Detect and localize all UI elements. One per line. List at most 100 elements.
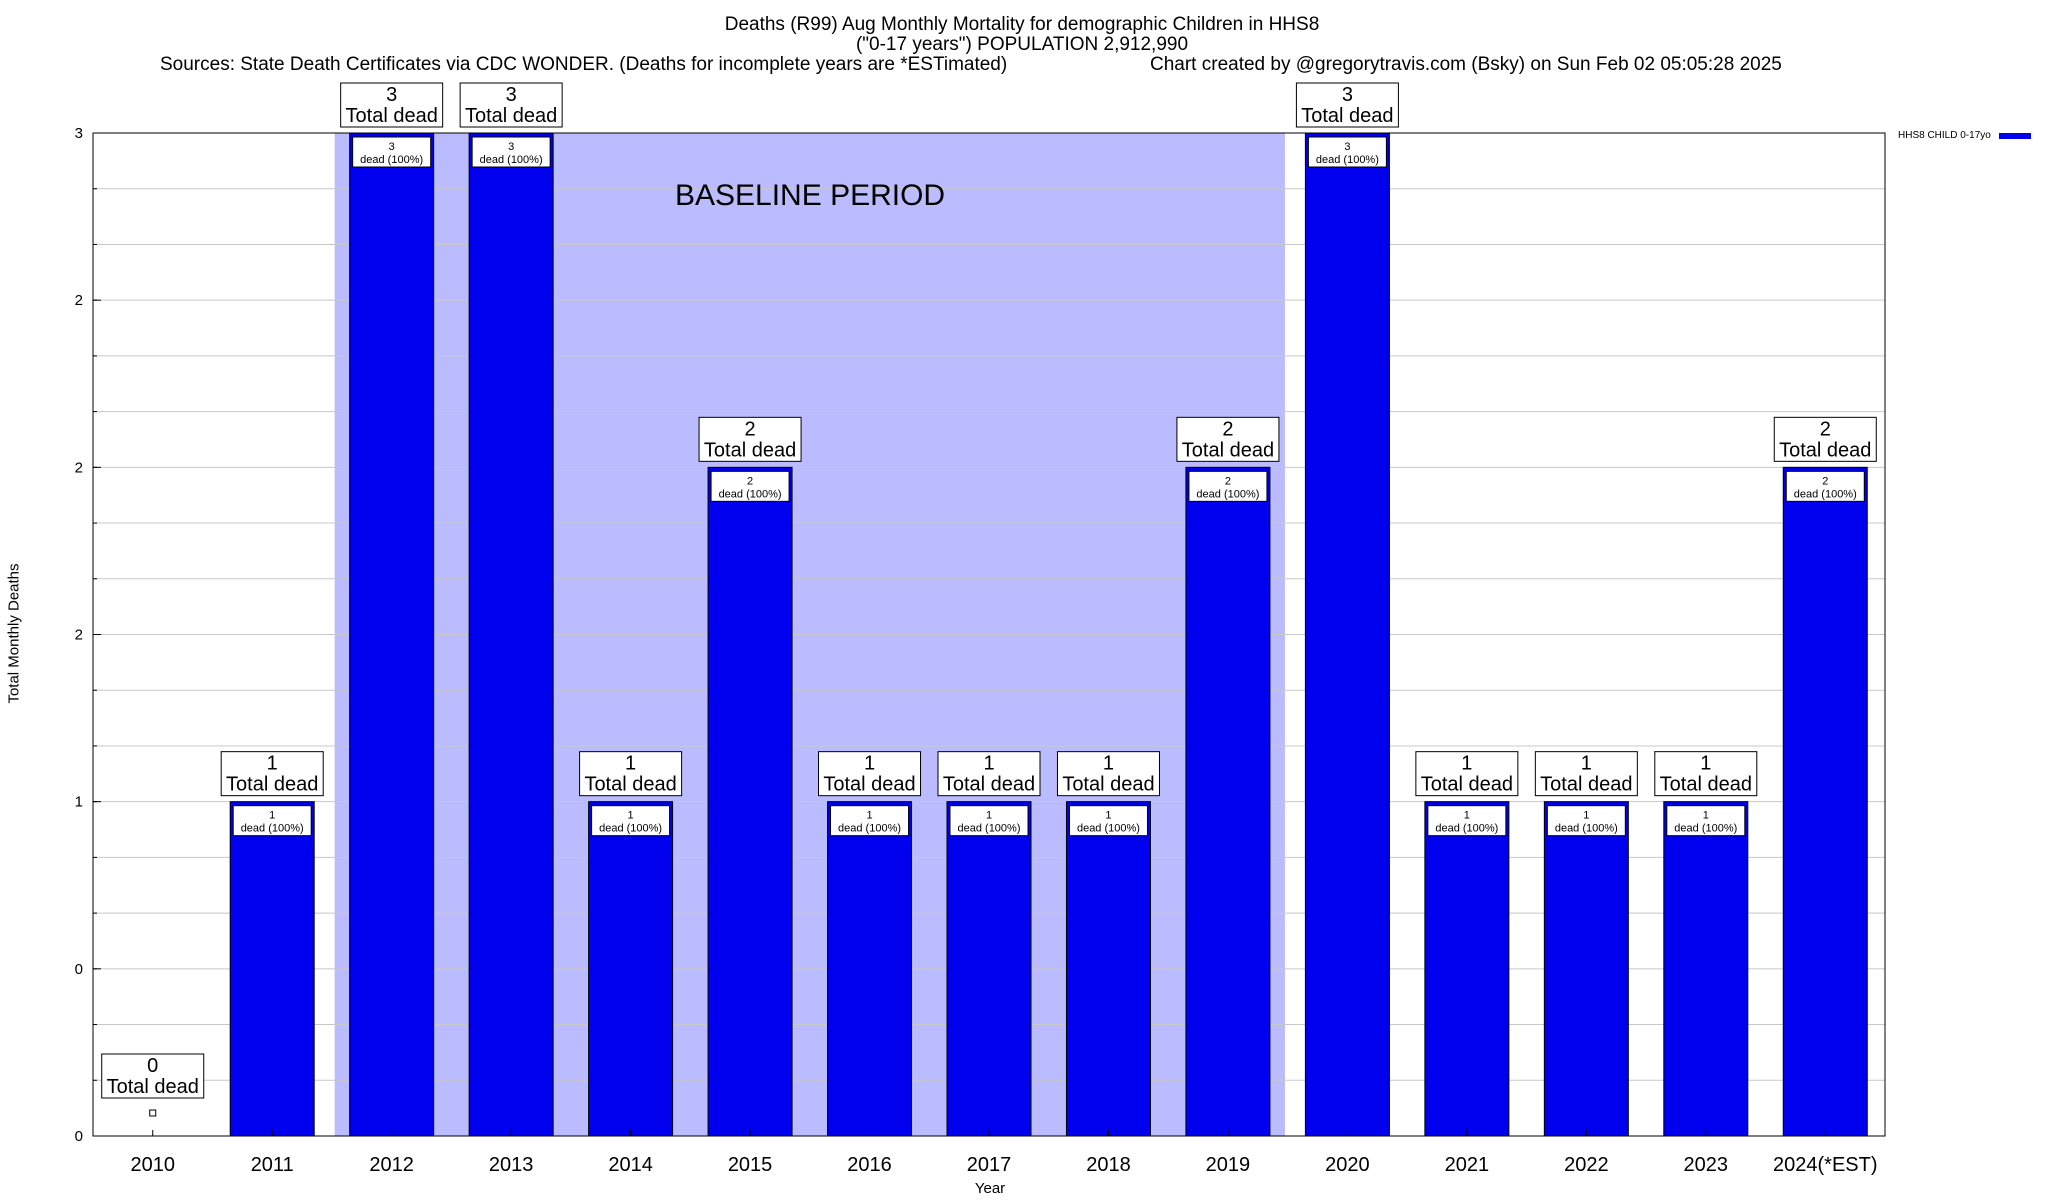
total-dead-label: Total dead: [1779, 439, 1871, 461]
y-tick-label: 2: [75, 459, 83, 476]
bar: [588, 801, 674, 1137]
bar: [1543, 801, 1629, 1137]
bar-label-box: [1666, 805, 1746, 837]
bar-percent-label: dead (100%): [719, 488, 782, 500]
y-tick-label: 0: [75, 1128, 83, 1145]
x-tick-label: 2011: [251, 1154, 294, 1176]
baseline-period-label: BASELINE PERIOD: [675, 179, 945, 212]
total-dead-value: 1: [267, 753, 278, 775]
bar-label-box: [352, 136, 432, 168]
x-tick-label: 2023: [1684, 1154, 1729, 1176]
bar-percent-label: dead (100%): [480, 154, 543, 166]
total-dead-label: Total dead: [107, 1076, 199, 1098]
chart-credit: Chart created by @gregorytravis.com (Bsk…: [1150, 54, 1782, 75]
legend: HHS8 CHILD 0-17yo: [1898, 130, 2031, 141]
bar-value-label: 1: [866, 810, 872, 822]
legend-label: HHS8 CHILD 0-17yo: [1898, 130, 1991, 141]
y-tick-label: 3: [75, 125, 83, 142]
total-dead-box: [1654, 751, 1758, 797]
total-dead-label: Total dead: [1301, 105, 1393, 127]
total-dead-box: [1056, 751, 1160, 797]
bar-label-box: [710, 470, 790, 502]
total-dead-value: 3: [506, 84, 517, 106]
bar: [946, 801, 1032, 1137]
bar: [229, 801, 315, 1137]
bar-label-box: [232, 805, 312, 837]
total-dead-box: [459, 82, 563, 128]
y-tick-label: 2: [75, 292, 83, 309]
chart-subtitle: ("0-17 years") POPULATION 2,912,990: [855, 34, 1189, 55]
total-dead-value: 2: [1820, 418, 1831, 440]
bar-label-box: [949, 805, 1029, 837]
total-dead-box: [579, 751, 683, 797]
total-dead-label: Total dead: [584, 774, 676, 796]
x-tick-label: 2024(*EST): [1773, 1154, 1878, 1176]
x-tick-label: 2022: [1564, 1154, 1609, 1176]
bar-value-label: 1: [1703, 810, 1709, 822]
bar-label-box: [830, 805, 910, 837]
x-tick-label: 2018: [1086, 1154, 1131, 1176]
bar-label-box: [591, 805, 671, 837]
x-tick-label: 2016: [847, 1154, 892, 1176]
bar-percent-label: dead (100%): [360, 154, 423, 166]
bar: [1782, 466, 1868, 1137]
total-dead-label: Total dead: [226, 774, 318, 796]
x-tick-label: 2015: [728, 1154, 773, 1176]
x-tick-label: 2020: [1325, 1154, 1370, 1176]
total-dead-value: 1: [1581, 753, 1592, 775]
total-dead-box: [1176, 416, 1280, 462]
total-dead-value: 2: [745, 418, 756, 440]
bar: [1424, 801, 1510, 1137]
total-dead-label: Total dead: [1182, 439, 1274, 461]
bar-percent-label: dead (100%): [1674, 823, 1737, 835]
bar: [349, 132, 435, 1137]
chart-title: Deaths (R99) Aug Monthly Mortality for d…: [724, 14, 1320, 35]
x-tick-label: 2021: [1445, 1154, 1490, 1176]
bar-percent-label: dead (100%): [1555, 823, 1618, 835]
plot-frame: [92, 132, 1886, 1137]
bar-value-label: 1: [986, 810, 992, 822]
total-dead-value: 2: [1222, 418, 1233, 440]
total-dead-label: Total dead: [823, 774, 915, 796]
bar-label-box: [1546, 805, 1626, 837]
y-tick-label: 1: [75, 794, 83, 811]
total-dead-label: Total dead: [943, 774, 1035, 796]
total-dead-value: 1: [1700, 753, 1711, 775]
bar: [468, 132, 554, 1137]
bar-percent-label: dead (100%): [1196, 488, 1259, 500]
total-dead-label: Total dead: [704, 439, 796, 461]
bar-value-label: 1: [269, 810, 275, 822]
bar-label-box: [1785, 470, 1865, 502]
total-dead-box: [1415, 751, 1519, 797]
total-dead-label: Total dead: [1421, 774, 1513, 796]
bar-value-label: 3: [389, 141, 395, 153]
bar: [1304, 132, 1390, 1137]
total-dead-value: 0: [147, 1055, 158, 1077]
x-tick-label: 2012: [369, 1154, 414, 1176]
bar-value-label: 1: [1583, 810, 1589, 822]
bar-label-box: [471, 136, 551, 168]
bar: [1663, 801, 1749, 1137]
bar-label-box: [1427, 805, 1507, 837]
y-tick-label: 2: [75, 627, 83, 644]
bar-value-label: 3: [508, 141, 514, 153]
y-tick-label: 0: [75, 961, 83, 978]
bar-percent-label: dead (100%): [599, 823, 662, 835]
total-dead-box: [937, 751, 1041, 797]
bar-label-box: [1188, 470, 1268, 502]
x-tick-label: 2013: [489, 1154, 534, 1176]
total-dead-box: [340, 82, 444, 128]
x-tick-label: 2010: [130, 1154, 175, 1176]
x-tick-label: 2019: [1206, 1154, 1251, 1176]
total-dead-box: [698, 416, 802, 462]
bar-percent-label: dead (100%): [1435, 823, 1498, 835]
total-dead-value: 1: [1103, 753, 1114, 775]
total-dead-box: [101, 1053, 205, 1099]
bar-value-label: 3: [1344, 141, 1350, 153]
bar-percent-label: dead (100%): [1077, 823, 1140, 835]
total-dead-label: Total dead: [1062, 774, 1154, 796]
total-dead-value: 1: [864, 753, 875, 775]
total-dead-box: [1773, 416, 1877, 462]
bar-value-label: 1: [1464, 810, 1470, 822]
